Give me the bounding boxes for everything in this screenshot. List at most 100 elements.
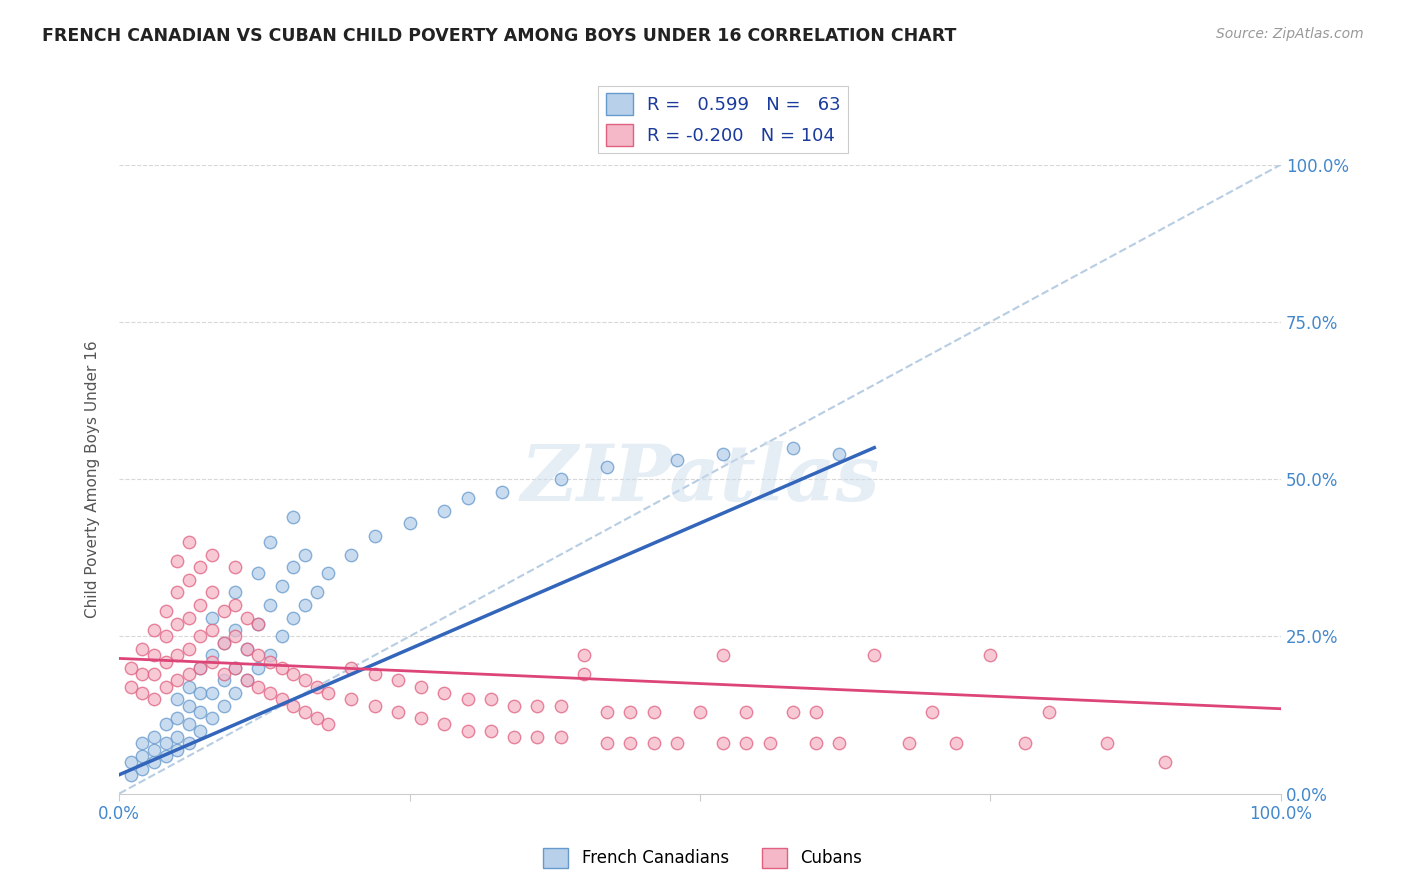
Point <box>550 472 572 486</box>
Legend: French Canadians, Cubans: French Canadians, Cubans <box>537 841 869 875</box>
Point <box>142 667 165 681</box>
Point <box>457 692 479 706</box>
Point <box>735 705 758 719</box>
Y-axis label: Child Poverty Among Boys Under 16: Child Poverty Among Boys Under 16 <box>86 341 100 618</box>
Point <box>735 736 758 750</box>
Point <box>236 642 259 657</box>
Point <box>166 692 188 706</box>
Point <box>828 736 851 750</box>
Point <box>1153 756 1175 770</box>
Point <box>305 711 328 725</box>
Point <box>120 661 142 675</box>
Point <box>212 673 235 688</box>
Point <box>782 705 804 719</box>
Point <box>155 736 177 750</box>
Point <box>283 698 305 713</box>
Point <box>479 692 502 706</box>
Point <box>305 680 328 694</box>
Point <box>212 636 235 650</box>
Point <box>166 730 188 744</box>
Point <box>247 616 270 631</box>
Point <box>457 723 479 738</box>
Point <box>201 648 224 663</box>
Point <box>177 736 200 750</box>
Point <box>212 636 235 650</box>
Point <box>945 736 967 750</box>
Point <box>270 579 292 593</box>
Point <box>224 661 246 675</box>
Point <box>270 692 292 706</box>
Point <box>155 680 177 694</box>
Point <box>224 585 246 599</box>
Point <box>340 661 363 675</box>
Point <box>166 616 188 631</box>
Point <box>131 736 153 750</box>
Point <box>247 648 270 663</box>
Point <box>142 756 165 770</box>
Point <box>155 748 177 763</box>
Point <box>259 598 281 612</box>
Point <box>166 585 188 599</box>
Point <box>224 629 246 643</box>
Point <box>782 441 804 455</box>
Point <box>863 648 886 663</box>
Point <box>259 535 281 549</box>
Point <box>212 698 235 713</box>
Point <box>340 548 363 562</box>
Point <box>433 503 456 517</box>
Point <box>619 736 641 750</box>
Point <box>259 655 281 669</box>
Point <box>190 661 212 675</box>
Point <box>177 610 200 624</box>
Point <box>643 705 665 719</box>
Point <box>166 711 188 725</box>
Point <box>212 604 235 618</box>
Point <box>201 686 224 700</box>
Point <box>131 686 153 700</box>
Point <box>190 686 212 700</box>
Point <box>596 459 619 474</box>
Point <box>711 447 734 461</box>
Point <box>363 529 385 543</box>
Point <box>120 756 142 770</box>
Point <box>596 705 619 719</box>
Point <box>224 560 246 574</box>
Point <box>177 573 200 587</box>
Point <box>247 661 270 675</box>
Point <box>142 692 165 706</box>
Point <box>224 623 246 637</box>
Point <box>166 673 188 688</box>
Point <box>236 673 259 688</box>
Point <box>316 566 339 581</box>
Point <box>201 548 224 562</box>
Point <box>155 655 177 669</box>
Point <box>294 705 316 719</box>
Point <box>177 717 200 731</box>
Point <box>142 730 165 744</box>
Text: FRENCH CANADIAN VS CUBAN CHILD POVERTY AMONG BOYS UNDER 16 CORRELATION CHART: FRENCH CANADIAN VS CUBAN CHILD POVERTY A… <box>42 27 956 45</box>
Point <box>236 610 259 624</box>
Point <box>550 730 572 744</box>
Point <box>665 453 688 467</box>
Point <box>201 655 224 669</box>
Point <box>643 736 665 750</box>
Point <box>711 736 734 750</box>
Point <box>411 711 433 725</box>
Point <box>155 604 177 618</box>
Point <box>224 598 246 612</box>
Point <box>294 598 316 612</box>
Point <box>142 623 165 637</box>
Point <box>526 698 548 713</box>
Point <box>305 585 328 599</box>
Point <box>190 598 212 612</box>
Point <box>155 629 177 643</box>
Point <box>201 623 224 637</box>
Point <box>665 736 688 750</box>
Point <box>201 610 224 624</box>
Point <box>236 673 259 688</box>
Point <box>270 661 292 675</box>
Point <box>572 667 595 681</box>
Point <box>177 642 200 657</box>
Point <box>190 705 212 719</box>
Point <box>503 698 526 713</box>
